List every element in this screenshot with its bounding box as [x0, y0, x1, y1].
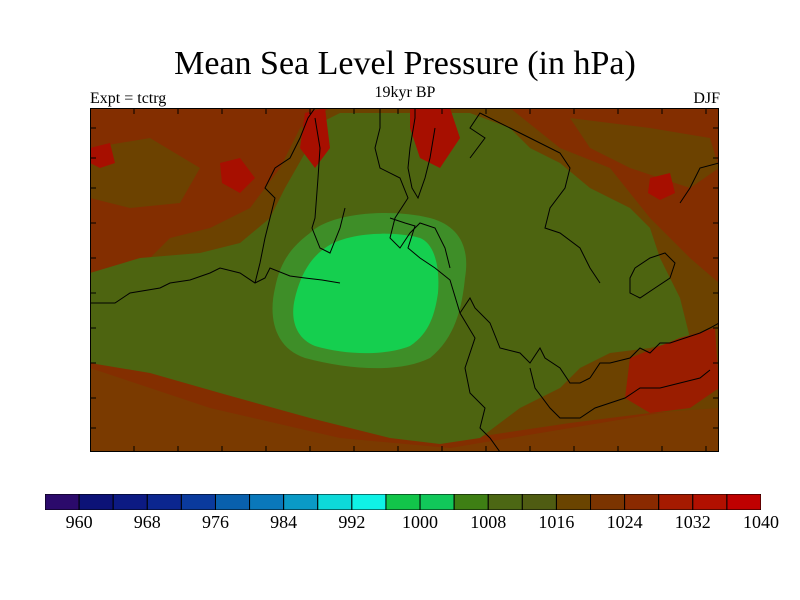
colorbar-swatch — [78, 494, 114, 510]
chart-title: Mean Sea Level Pressure (in hPa) — [174, 45, 636, 82]
colorbar-label: 1032 — [674, 512, 711, 532]
coastline-new-guinea-north — [469, 112, 601, 284]
field-red-east — [648, 173, 675, 200]
colorbar-swatch — [419, 494, 455, 510]
experiment-label: Expt = tctrg — [90, 90, 167, 107]
coastline-pacific-islands — [629, 252, 676, 299]
map-frame — [90, 108, 719, 452]
colorbar-label: 960 — [65, 512, 93, 532]
field-red-southeast — [625, 328, 719, 413]
field-low-pressure-center — [293, 233, 439, 354]
colorbar-label: 984 — [270, 512, 298, 532]
colorbar-swatch — [624, 494, 660, 510]
colorbar-swatch — [453, 494, 489, 510]
coastline-borneo-west — [254, 108, 316, 284]
period-subtitle: 19kyr BP — [374, 84, 436, 101]
colorbar-swatch — [521, 494, 557, 510]
colorbar-swatch — [487, 494, 523, 510]
field-red-north — [410, 108, 460, 168]
colorbar-swatch — [180, 494, 216, 510]
colorbar-label: 1008 — [470, 512, 507, 532]
colorbar-swatch — [658, 494, 694, 510]
coastline-borneo-east — [311, 117, 346, 254]
field-red-northwest-small — [220, 158, 255, 193]
colorbar-swatch — [45, 494, 80, 510]
colorbar-label: 976 — [201, 512, 229, 532]
axis-ticks — [90, 108, 719, 452]
colorbar-label: 968 — [133, 512, 161, 532]
colorbar-swatch — [249, 494, 285, 510]
coastline-far-east — [679, 162, 719, 204]
coastline-coral-sea — [529, 367, 711, 419]
colorbar-label: 1024 — [606, 512, 643, 532]
colorbar-swatch — [214, 494, 251, 510]
colorbar-swatch — [146, 494, 182, 510]
colorbar-swatch — [351, 494, 387, 510]
colorbar-swatch — [692, 494, 728, 510]
field-red-west — [90, 143, 115, 168]
field-nw-brown — [90, 138, 200, 208]
colorbar-label: 1040 — [743, 512, 779, 532]
field-red-northwest — [300, 108, 330, 168]
coastline-philippines — [407, 108, 436, 200]
field-ne-brown — [570, 118, 719, 188]
colorbar-swatch — [555, 494, 592, 510]
colorbar-swatch — [317, 494, 353, 510]
coastline-sulawesi — [374, 108, 451, 269]
coastline-sumatra-java — [90, 267, 341, 304]
colorbar-swatch — [283, 494, 319, 510]
colorbar-swatch — [726, 494, 761, 510]
colorbar-swatch — [385, 494, 421, 510]
colorbar-swatch — [112, 494, 148, 510]
colorbar-label: 1000 — [402, 512, 439, 532]
coastline-australia-east — [589, 322, 719, 379]
colorbar-label: 992 — [338, 512, 366, 532]
pressure-map — [90, 108, 719, 452]
season-label: DJF — [693, 90, 720, 107]
colorbar — [45, 494, 761, 510]
colorbar-label: 1016 — [538, 512, 575, 532]
coastline-australia-north — [459, 297, 591, 384]
field-southern-band — [90, 368, 719, 452]
colorbar-swatch — [590, 494, 626, 510]
